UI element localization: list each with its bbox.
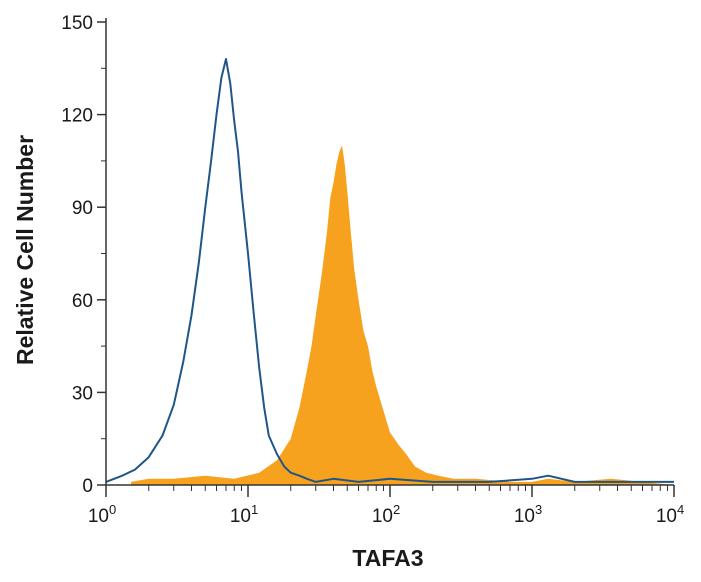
y-axis-ticks: 0 30 60 90 120 150 [61, 13, 106, 497]
y-tick-label: 150 [61, 13, 93, 34]
x-axis-title: TAFA3 [352, 545, 423, 571]
x-tick-label: 100 [88, 502, 116, 527]
y-tick-label: 120 [61, 106, 93, 127]
y-tick-label: 30 [72, 383, 93, 404]
series-outline-histogram [105, 58, 674, 483]
x-tick-label: 103 [514, 502, 542, 527]
y-tick-label: 0 [82, 476, 93, 497]
x-tick-label: 104 [656, 502, 684, 527]
plot-area [105, 58, 674, 485]
series-filled-histogram [131, 145, 674, 485]
axes [105, 18, 674, 486]
x-tick-label: 102 [372, 502, 400, 527]
y-tick-label: 60 [72, 291, 93, 312]
y-tick-label: 90 [72, 198, 93, 219]
x-tick-label: 101 [230, 502, 258, 527]
x-axis-ticks: 100 101 102 103 104 [88, 485, 684, 527]
y-axis-title: Relative Cell Number [12, 135, 38, 365]
